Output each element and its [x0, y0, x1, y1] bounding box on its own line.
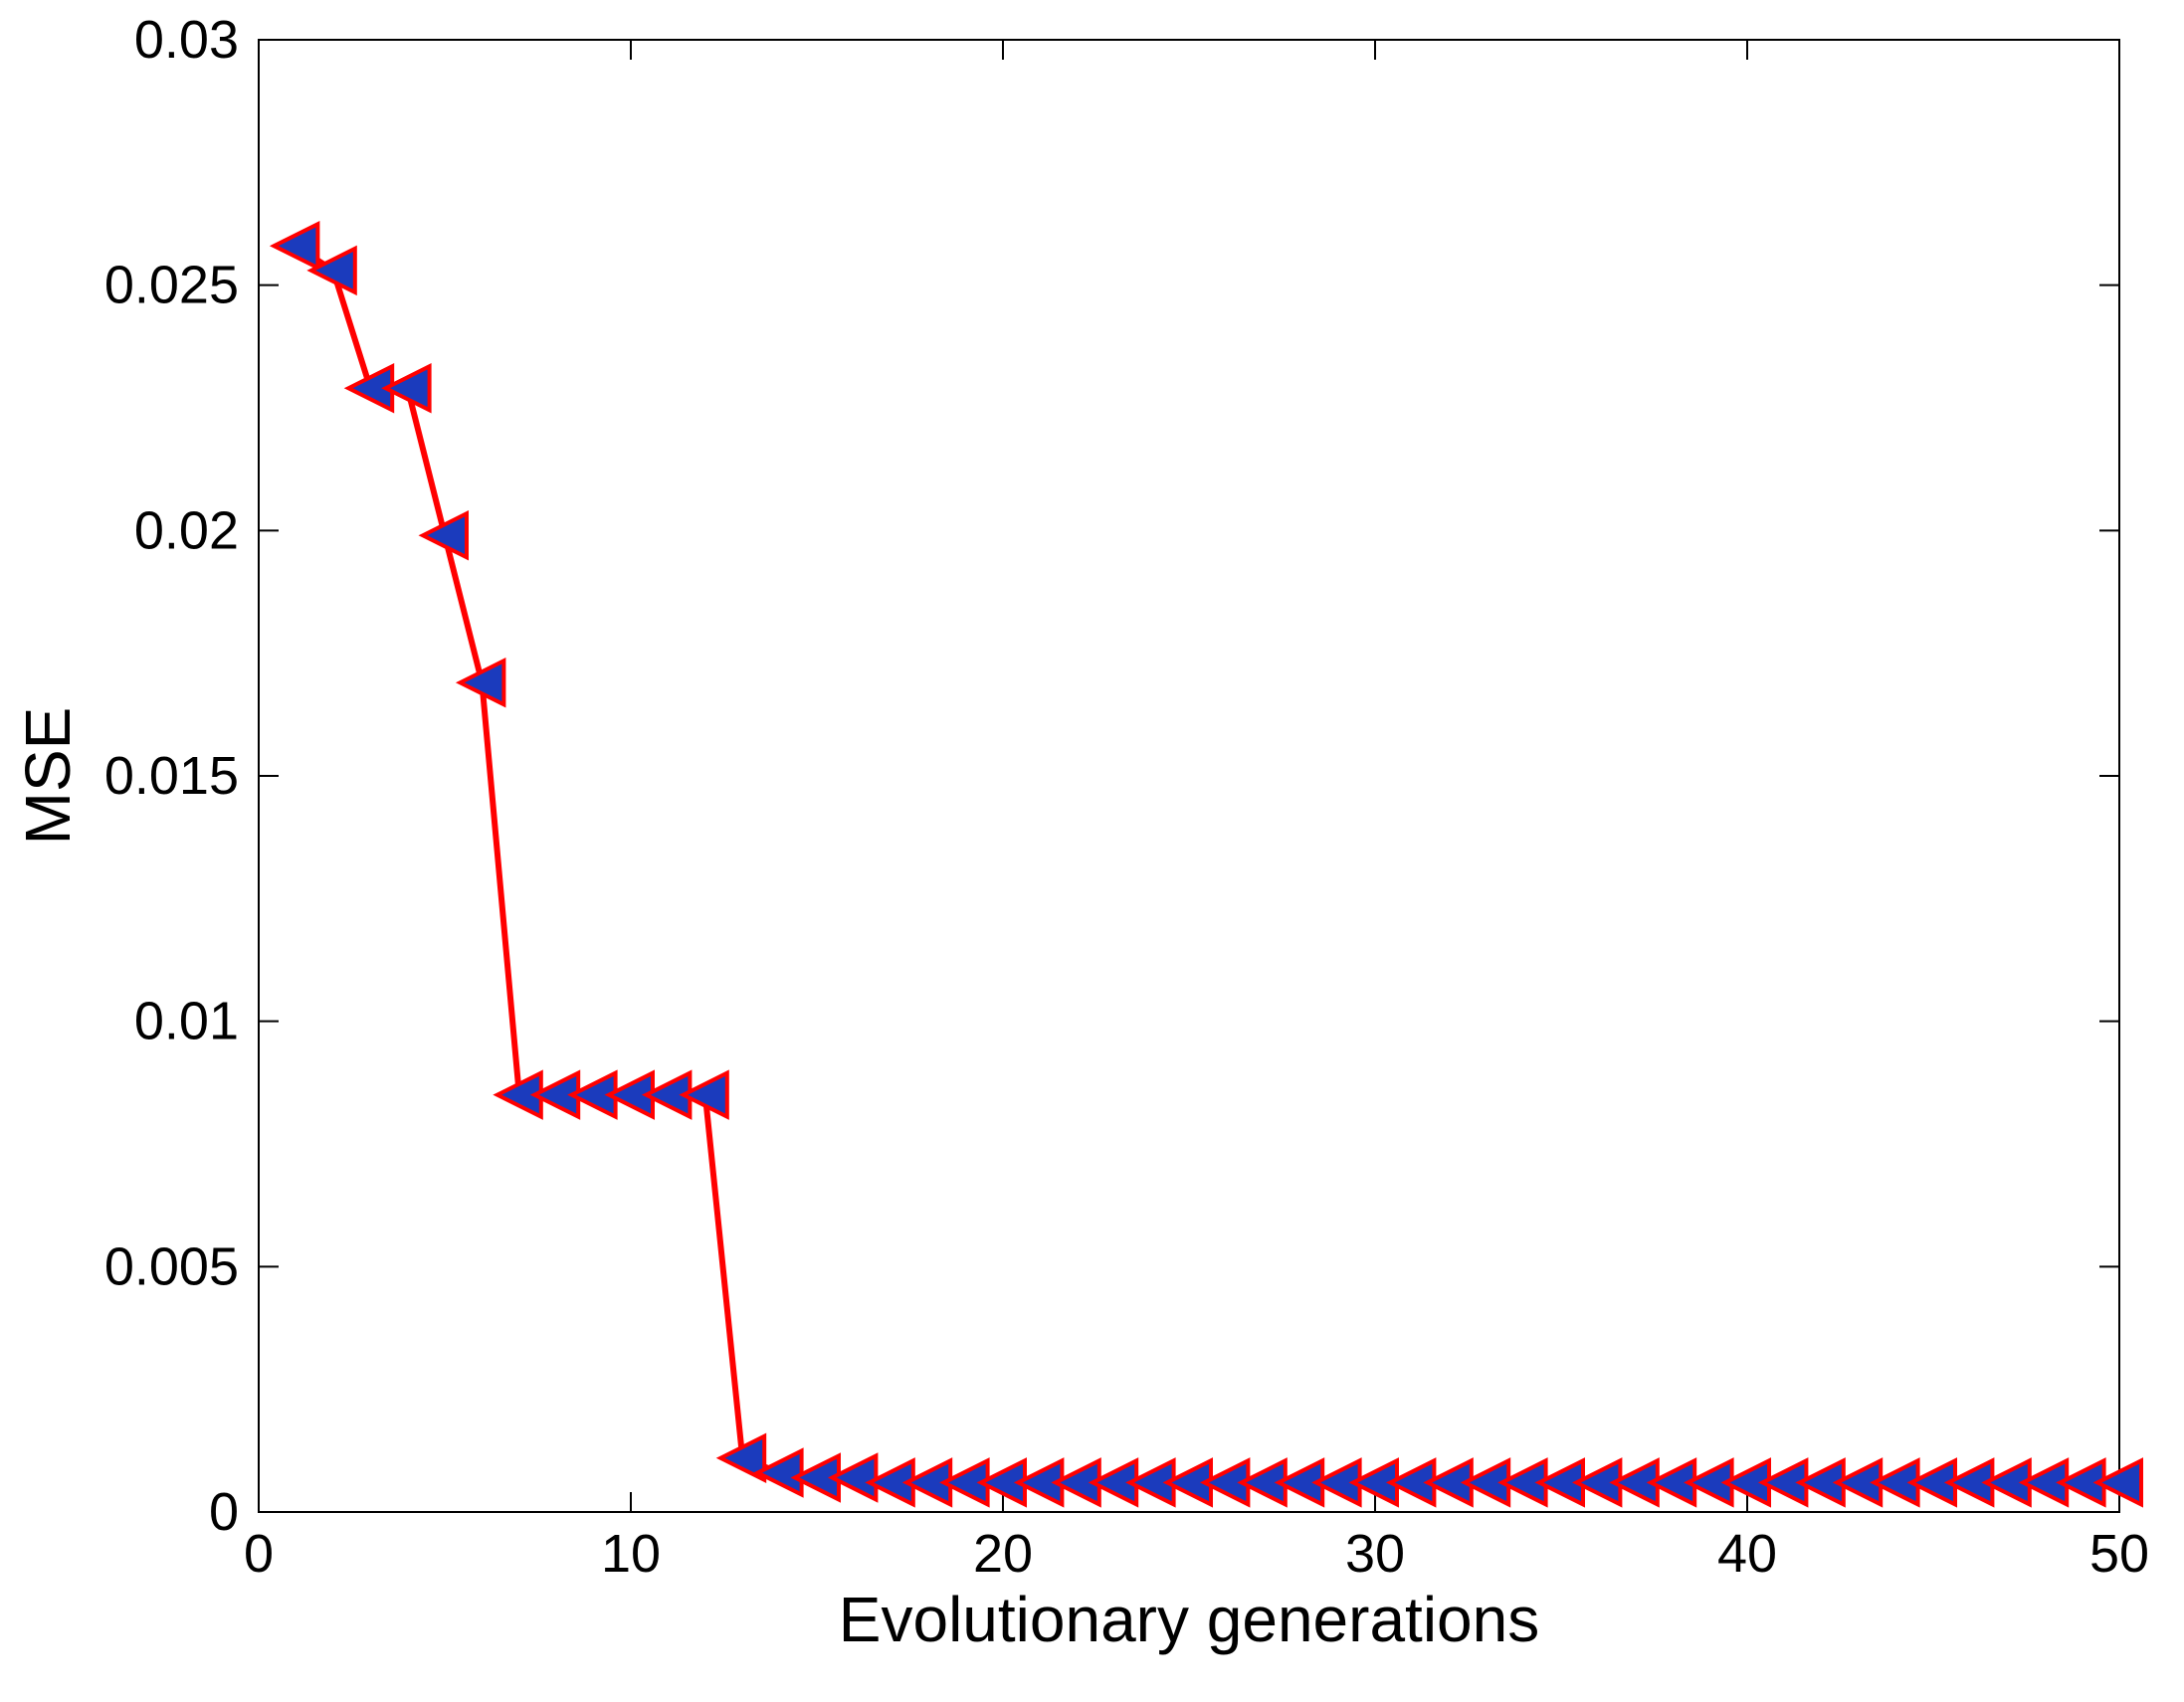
y-tick-label: 0.02 — [134, 500, 239, 560]
y-tick-label: 0.005 — [104, 1236, 239, 1296]
y-tick-label: 0.025 — [104, 256, 239, 315]
y-axis-label: MSE — [12, 707, 84, 846]
x-axis-label: Evolutionary generations — [839, 1584, 1539, 1655]
mse-chart: 0 10 20 30 40 50 0 0.005 0.01 0.015 0.02 0.025 0.03 E… — [0, 0, 2184, 1702]
chart-svg: 0 10 20 30 40 50 0 0.005 0.01 0.015 0.02 0.025 0.03 E… — [0, 0, 2184, 1702]
y-tick-label: 0.03 — [134, 10, 239, 70]
y-tick-label: 0.01 — [134, 992, 239, 1051]
chart-background — [0, 0, 2184, 1702]
y-tick-label: 0 — [209, 1482, 239, 1542]
x-tick-label: 10 — [601, 1524, 661, 1584]
x-tick-label: 0 — [244, 1524, 274, 1584]
x-tick-label: 40 — [1717, 1524, 1777, 1584]
x-tick-label: 50 — [2089, 1524, 2149, 1584]
y-tick-label: 0.015 — [104, 746, 239, 806]
x-tick-label: 30 — [1345, 1524, 1405, 1584]
x-tick-label: 20 — [973, 1524, 1033, 1584]
